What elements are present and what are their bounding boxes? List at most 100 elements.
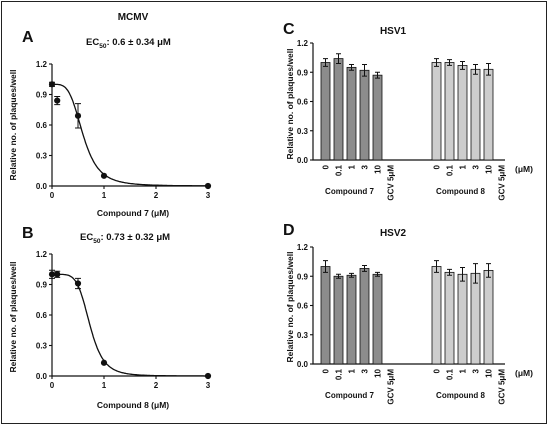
error-bar [447,268,452,276]
x-tick-label: 3 [472,164,481,169]
bar [346,274,357,365]
x-tick-label: 2 [154,381,159,390]
data-point [204,372,212,380]
x-tick-label: 10 [485,164,494,173]
x-tick-label: 0 [322,368,331,373]
error-bar [460,266,465,282]
panel-b-ec50: EC50: 0.73 ± 0.32 μM [80,232,170,245]
bar [346,66,357,161]
x-tick-label: 1 [102,381,107,390]
y-tick-label: 0.3 [297,331,309,340]
error-bar [349,63,354,71]
x-tick-label: 0 [433,164,442,169]
panel-c: C HSV1 0.00.30.60.91.20 0.1 1 3 10 GCV 5μMCom… [283,21,533,201]
y-tick-label: 0.0 [36,182,48,191]
panel-a-ylabel: Relative no. of plaques/well [8,70,18,181]
data-point [74,280,82,287]
x-tick-label: 0 [50,381,55,390]
panel-c-title: HSV1 [380,26,407,37]
panel-label-a: A [22,29,34,46]
error-bar [375,271,380,277]
panel-a-xlabel: Compound 7 (μM) [97,208,169,218]
bar [320,266,331,365]
error-bar [336,53,341,64]
x-tick-label: 1 [348,164,357,169]
x-tick-label: GCV 5μM [387,369,396,405]
data-point [54,271,61,278]
y-tick-label: 0.9 [36,91,48,100]
group-label: Compound 7 [325,391,374,400]
error-bar [460,61,465,70]
x-tick-label: 3 [472,368,481,373]
error-bar [362,63,367,77]
unit-label: (μM) [515,164,533,174]
panel-a: A MCMV EC50: 0.6 ± 0.34 μM 0.0 0.3 0.6 0.9 1… [8,12,212,218]
group-label: Compound 8 [436,391,485,400]
bar [444,62,455,161]
x-tick-label: 3 [206,191,211,200]
bar [470,272,481,365]
bar [431,266,442,365]
panel-b-ylabel: Relative no. of plaques/well [8,262,18,373]
y-tick-label: 0.6 [297,302,309,311]
bar [359,69,370,161]
data-point [48,271,56,278]
y-tick-label: 0.6 [36,311,48,320]
y-tick-label: 1.2 [297,243,309,252]
error-bar [473,263,478,284]
panel-a-title: MCMV [118,12,149,23]
dose-response-plot-a: 0.0 0.3 0.6 0.9 1.2 0 1 2 3 [36,60,212,200]
error-bar [486,263,491,278]
y-tick-label: 0.9 [297,272,309,281]
x-tick-label: 10 [374,368,383,377]
x-tick-label: 1 [102,191,107,200]
axes [51,254,208,377]
error-bar [336,273,341,279]
x-tick-label: 0.1 [446,368,455,380]
y-tick-label: 0.6 [297,98,309,107]
y-tick-label: 0.6 [36,121,48,130]
x-tick-label: 0 [322,164,331,169]
bar [372,74,383,161]
x-tick-label: 0 [50,191,55,200]
bar [333,58,344,161]
error-bar [323,58,328,67]
y-tick-label: 1.2 [297,39,309,48]
y-tick-label: 0.3 [36,342,48,351]
x-tick-label: GCV 5μM [498,165,507,201]
panel-a-ec50: EC50: 0.6 ± 0.34 μM [86,37,171,50]
bar [333,275,344,365]
y-tick-label: 0.0 [36,372,48,381]
unit-label: (μM) [515,368,533,378]
bar [431,62,442,161]
x-tick-label: 0.1 [335,164,344,176]
error-bar [447,59,452,66]
bar [483,269,494,365]
bar [359,268,370,365]
error-bar [434,260,439,273]
x-tick-label: 0.1 [446,164,455,176]
x-tick-label: GCV 5μM [387,165,396,201]
x-tick-label: 10 [485,368,494,377]
panel-b: B EC50: 0.73 ± 0.32 μM 0.0 0.3 0.6 0.9 1.2 0 1… [8,225,212,410]
group-label: Compound 7 [325,187,374,196]
y-tick-label: 0.9 [36,281,48,290]
bar [320,62,331,161]
data-point [74,112,82,119]
error-bar [349,272,354,278]
x-tick-label: 3 [206,381,211,390]
y-tick-label: 0.3 [297,127,309,136]
x-tick-label: GCV 5μM [498,369,507,405]
error-bar [473,63,478,75]
y-tick-label: 1.2 [36,60,48,69]
error-bar [434,58,439,67]
fit-curve [52,83,208,187]
x-tick-label: 10 [374,164,383,173]
y-tick-label: 0.0 [297,156,309,165]
bar [483,68,494,161]
panel-d-ylabel: Relative no. of plaques/well [285,252,295,363]
bar [372,273,383,365]
